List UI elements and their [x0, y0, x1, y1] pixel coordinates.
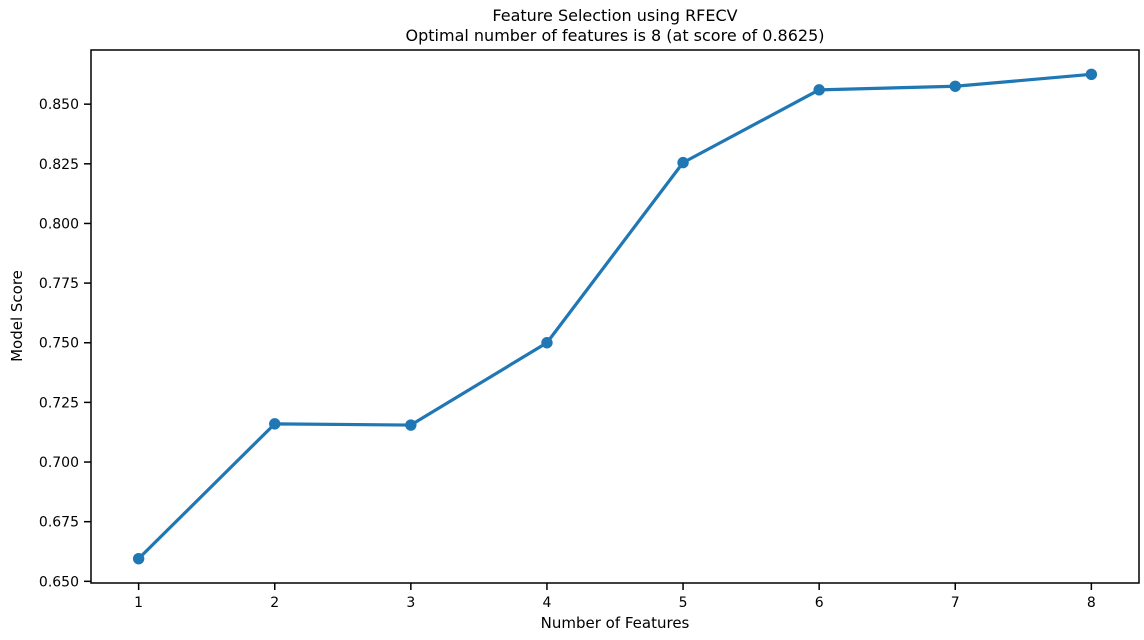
data-point-x2: [269, 418, 281, 430]
y-tick-label-0.700: 0.700: [39, 455, 79, 471]
data-point-x1: [132, 552, 145, 565]
x-tick-label-6: 6: [815, 595, 824, 611]
x-tick-label-8: 8: [1087, 595, 1096, 611]
y-tick-label-0.650: 0.650: [39, 574, 79, 590]
data-point-x7: [949, 80, 961, 92]
data-point-x3: [405, 419, 417, 431]
y-tick-label-0.775: 0.775: [39, 276, 79, 292]
y-tick-label-0.725: 0.725: [39, 395, 79, 411]
chart-title: Feature Selection using RFECV Optimal nu…: [91, 6, 1139, 45]
y-axis-label: Model Score: [8, 270, 26, 362]
x-tick-label-1: 1: [134, 595, 143, 611]
y-tick-label-0.800: 0.800: [39, 216, 79, 232]
y-tick-label-0.825: 0.825: [39, 157, 79, 173]
data-point-x4: [541, 337, 553, 349]
y-tick-label-0.850: 0.850: [39, 97, 79, 113]
x-tick-label-7: 7: [951, 595, 960, 611]
data-point-x6: [813, 84, 825, 96]
data-point-x8: [1085, 68, 1098, 81]
data-line: [137, 72, 1093, 561]
chart-title-line-1: Feature Selection using RFECV: [492, 6, 738, 25]
data-point-x5: [677, 156, 689, 169]
y-tick-label-0.675: 0.675: [39, 515, 79, 531]
chart-title-line-2: Optimal number of features is 8 (at scor…: [405, 25, 825, 45]
y-tick-label-0.750: 0.750: [39, 336, 79, 352]
x-axis-label: Number of Features: [540, 614, 690, 632]
plot-border: [90, 49, 1140, 584]
x-tick-label-3: 3: [406, 595, 415, 611]
x-tick-label-2: 2: [270, 595, 279, 611]
x-tick-label-5: 5: [679, 595, 688, 611]
x-tick-label-4: 4: [542, 595, 551, 611]
